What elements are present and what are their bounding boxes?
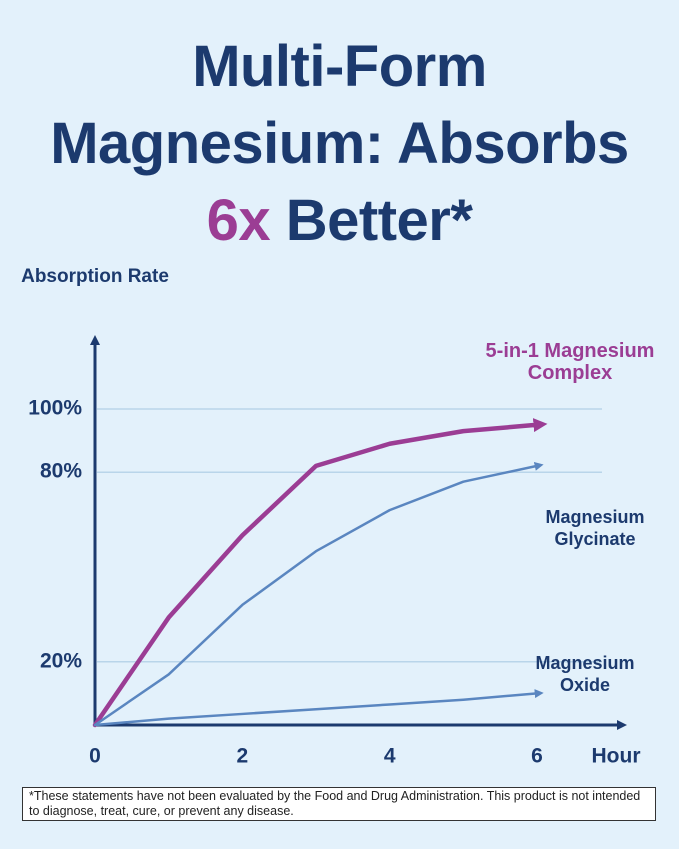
series-label: Magnesium Oxide xyxy=(535,653,635,695)
title-highlight: 6x xyxy=(206,188,271,253)
series-label: Magnesium Glycinate xyxy=(545,507,645,549)
x-tick-label: 4 xyxy=(384,745,396,768)
y-tick-label: 80% xyxy=(40,460,82,483)
x-tick-label: 6 xyxy=(531,745,543,768)
x-axis-label: Hour xyxy=(592,745,641,768)
y-tick-label: 100% xyxy=(28,397,82,420)
series-line xyxy=(93,689,544,727)
x-tick-label: 0 xyxy=(89,745,101,768)
y-axis-label: Absorption Rate xyxy=(21,266,169,287)
footnote: *These statements have not been evaluate… xyxy=(22,787,656,821)
title-part: Better* xyxy=(285,188,473,253)
chart-title: Multi-Form Magnesium: Absorbs 6x Better* xyxy=(0,28,679,259)
x-tick-label: 2 xyxy=(236,745,248,768)
series-line xyxy=(93,461,544,727)
series-line xyxy=(92,418,548,728)
title-line: 6x Better* xyxy=(0,182,679,259)
series-label: 5-in-1 Magnesium Complex xyxy=(485,340,655,384)
title-line: Multi-Form xyxy=(192,34,487,99)
y-tick-label: 20% xyxy=(40,649,82,672)
title-line: Magnesium: Absorbs xyxy=(50,111,629,176)
